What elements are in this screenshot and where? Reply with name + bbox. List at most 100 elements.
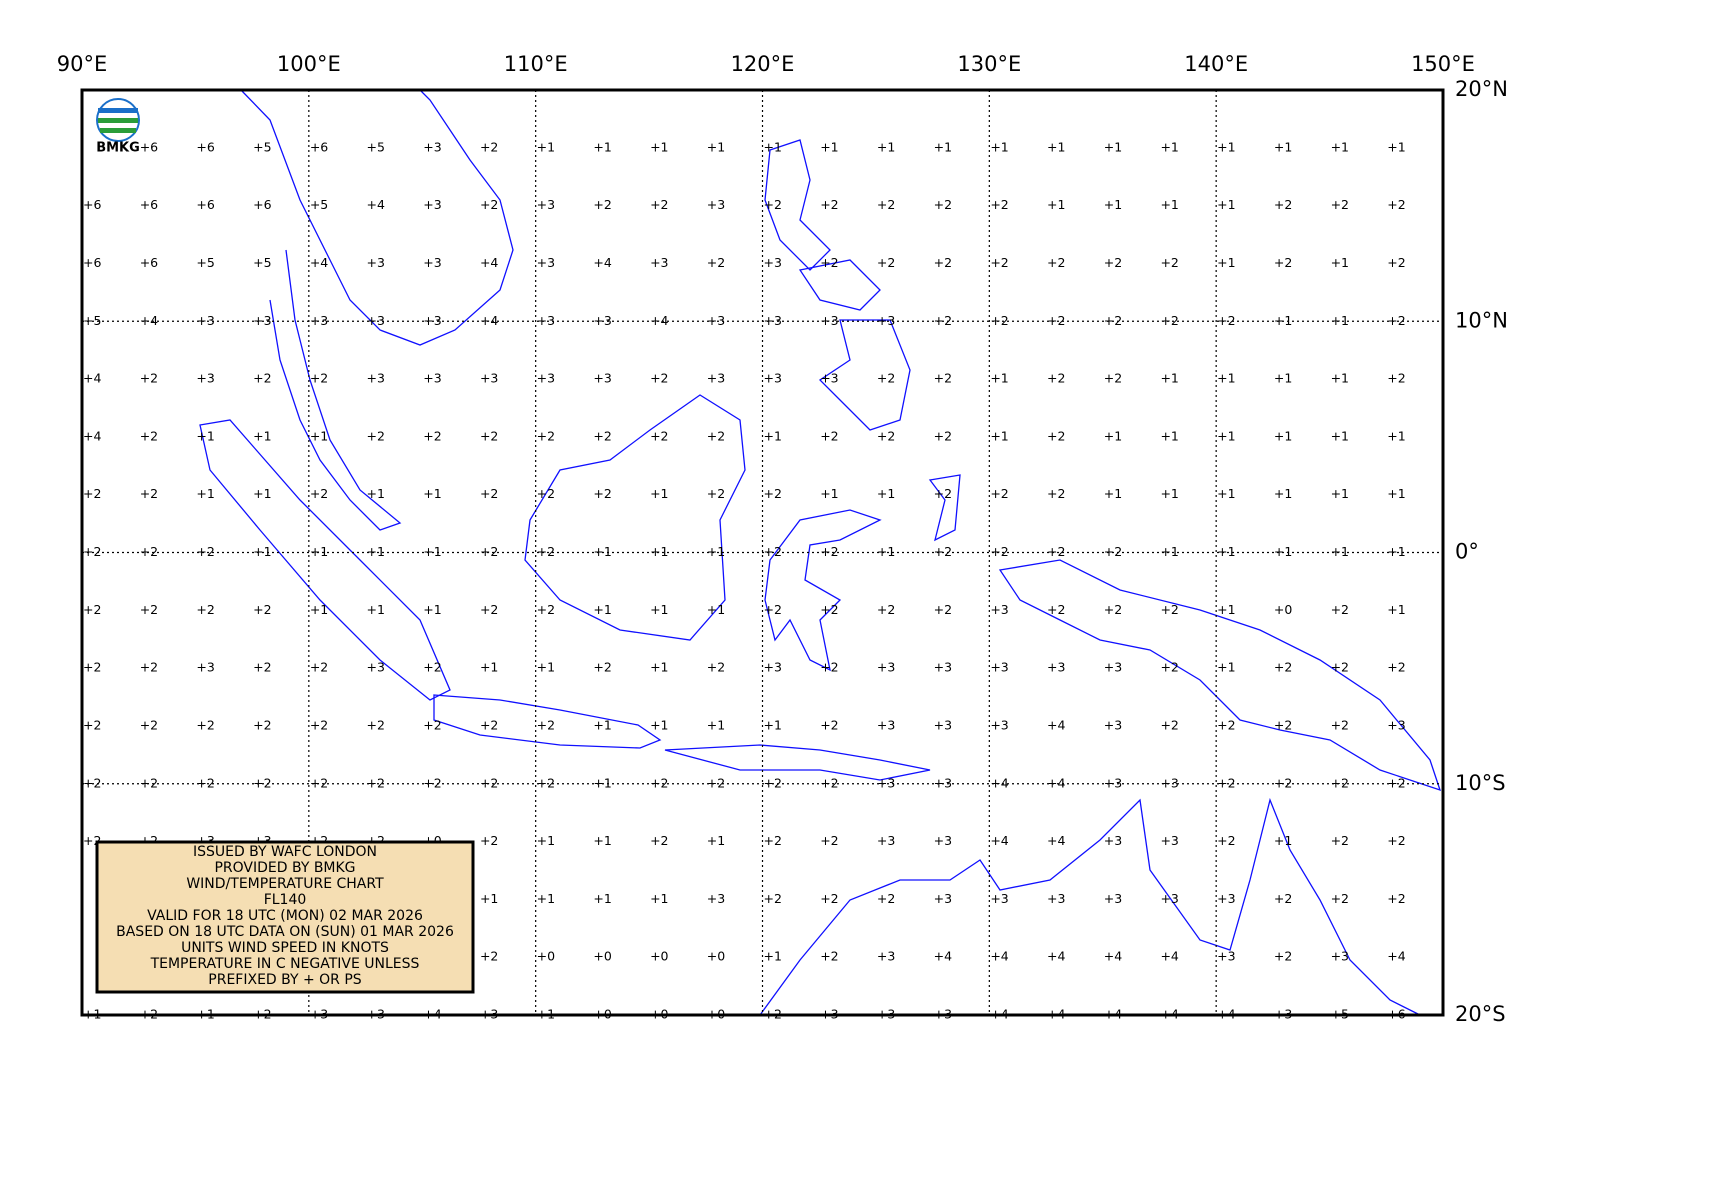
temperature-label: +1 [1387, 602, 1405, 617]
temperature-label: +2 [480, 544, 498, 559]
temperature-label: +4 [1047, 775, 1065, 790]
temperature-label: +3 [1104, 775, 1122, 790]
temperature-label: +4 [1387, 949, 1405, 964]
temperature-label: +2 [367, 717, 385, 732]
temperature-label: +1 [1217, 139, 1235, 154]
temperature-label: +2 [877, 891, 895, 906]
temperature-label: +2 [1387, 371, 1405, 386]
temperature-label: +3 [1104, 891, 1122, 906]
temperature-label: +2 [196, 544, 214, 559]
temperature-label: +3 [423, 313, 441, 328]
temperature-label: +2 [707, 775, 725, 790]
logo-stripe [98, 108, 138, 113]
temperature-label: +1 [423, 602, 441, 617]
temperature-label: +4 [1047, 833, 1065, 848]
temperature-label: +0 [1274, 602, 1292, 617]
temperature-label: +1 [310, 544, 328, 559]
halmahera [928, 474, 961, 542]
temperature-label: +1 [1104, 428, 1122, 443]
temperature-label: +1 [367, 602, 385, 617]
temperature-label: +1 [253, 486, 271, 501]
temperature-label: +1 [593, 544, 611, 559]
temperature-label: +3 [764, 313, 782, 328]
temperature-label: +4 [1104, 1007, 1122, 1022]
temperature-label: +1 [1331, 139, 1349, 154]
temperature-label: +2 [650, 371, 668, 386]
temperature-label: +1 [1217, 255, 1235, 270]
temperature-label: +6 [140, 197, 158, 212]
temperature-label: +2 [820, 775, 838, 790]
y-tick-label: 20°N [1455, 77, 1508, 101]
temperature-label: +3 [877, 775, 895, 790]
x-tick-label: 150°E [1411, 52, 1475, 76]
temperature-label: +0 [707, 949, 725, 964]
temperature-label: +3 [764, 371, 782, 386]
temperature-label: +1 [707, 602, 725, 617]
temperature-label: +1 [253, 544, 271, 559]
temperature-label: +2 [650, 833, 668, 848]
temperature-label: +1 [1217, 602, 1235, 617]
temperature-label: +2 [1104, 313, 1122, 328]
temperature-label: +4 [934, 949, 952, 964]
temperature-label: +2 [990, 544, 1008, 559]
temperature-label: +4 [1160, 1007, 1178, 1022]
temperature-label: +1 [537, 891, 555, 906]
info-line: PROVIDED BY BMKG [214, 860, 355, 876]
temperature-label: +2 [196, 602, 214, 617]
temperature-label: +2 [1047, 602, 1065, 617]
temperature-label: +2 [820, 544, 838, 559]
temperature-label: +1 [650, 602, 668, 617]
temperature-label: +3 [480, 1007, 498, 1022]
temperature-label: +2 [764, 833, 782, 848]
temperature-label: +1 [707, 544, 725, 559]
temperature-label: +2 [593, 660, 611, 675]
temperature-label: +3 [934, 891, 952, 906]
temperature-label: +2 [707, 486, 725, 501]
temperature-label: +1 [537, 139, 555, 154]
temperature-label: +1 [1160, 544, 1178, 559]
temperature-label: +3 [650, 255, 668, 270]
temperature-label: +2 [934, 197, 952, 212]
temperature-label: +3 [1104, 833, 1122, 848]
info-line: ISSUED BY WAFC LONDON [193, 844, 377, 860]
temperature-label: +2 [1217, 833, 1235, 848]
temperature-label: +3 [1160, 891, 1178, 906]
temperature-label: +2 [1160, 717, 1178, 732]
temperature-label: +2 [480, 486, 498, 501]
temperature-label: +2 [253, 602, 271, 617]
temperature-label: +2 [1047, 255, 1065, 270]
temperature-label: +2 [480, 775, 498, 790]
temperature-label: +6 [83, 255, 101, 270]
temperature-label: +1 [650, 717, 668, 732]
temperature-label: +1 [537, 1007, 555, 1022]
temperature-label: +1 [1331, 255, 1349, 270]
temperature-label: +3 [1160, 775, 1178, 790]
temperature-label: +4 [310, 255, 328, 270]
temperature-labels: +6 +6 +5 +6 +5 +3 +2 +1 +1 +1 +1 +1 +1 +1 +1 +1 +1 +1 +1 +1… [83, 139, 1406, 1021]
temperature-label: +3 [367, 371, 385, 386]
temperature-label: +2 [1331, 602, 1349, 617]
temperature-label: +5 [1331, 1007, 1349, 1022]
temperature-label: +1 [1160, 197, 1178, 212]
temperature-label: +2 [537, 544, 555, 559]
x-tick-label: 90°E [57, 52, 108, 76]
temperature-label: +2 [934, 544, 952, 559]
temperature-label: +2 [990, 197, 1008, 212]
temperature-label: +2 [537, 775, 555, 790]
temperature-label: +2 [196, 717, 214, 732]
temperature-label: +1 [593, 833, 611, 848]
temperature-label: +1 [196, 486, 214, 501]
temperature-label: +2 [140, 775, 158, 790]
temperature-label: +1 [537, 833, 555, 848]
temperature-label: +6 [196, 139, 214, 154]
temperature-label: +1 [707, 833, 725, 848]
temperature-label: +2 [140, 660, 158, 675]
temperature-label: +2 [83, 602, 101, 617]
temperature-label: +2 [1104, 602, 1122, 617]
temperature-label: +4 [1160, 949, 1178, 964]
temperature-label: +2 [1274, 949, 1292, 964]
temperature-label: +2 [253, 1007, 271, 1022]
temperature-label: +4 [423, 1007, 441, 1022]
temperature-label: +2 [1274, 255, 1292, 270]
y-tick-label: 10°S [1455, 771, 1506, 795]
